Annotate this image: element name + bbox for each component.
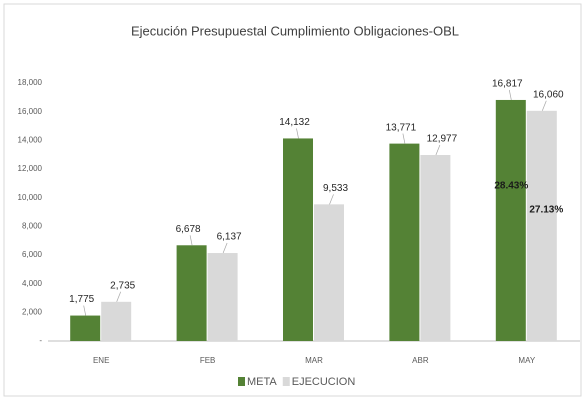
value-label: 6,137 (217, 232, 242, 243)
y-tick-label: 6,000 (22, 250, 43, 259)
bar (176, 245, 207, 341)
annotation: 28.43% (494, 181, 528, 192)
y-tick-label: 8,000 (22, 221, 43, 230)
value-label: 14,132 (279, 117, 310, 128)
leader-line (508, 89, 512, 101)
value-label: 9,533 (323, 183, 348, 194)
leader-line (83, 305, 87, 316)
y-tick-label: 14,000 (18, 135, 43, 144)
x-tick-label: MAR (305, 356, 323, 365)
y-tick-label: 12,000 (18, 164, 43, 173)
leader-line (402, 133, 406, 144)
leader-line (329, 194, 334, 205)
value-label: 16,060 (533, 89, 564, 100)
legend-swatch (282, 377, 290, 386)
chart-title: Ejecución Presupuestal Cumplimiento Obli… (131, 23, 459, 38)
value-label: 16,817 (492, 79, 523, 90)
y-tick-label: 2,000 (22, 307, 43, 316)
y-tick-label: 4,000 (22, 279, 43, 288)
y-tick-label: - (39, 336, 42, 345)
leader-line (116, 291, 122, 302)
value-label: 13,771 (386, 122, 417, 133)
value-label: 12,977 (427, 134, 458, 145)
bar (314, 204, 344, 341)
y-tick-label: 18,000 (18, 78, 43, 87)
value-label: 6,678 (176, 224, 201, 235)
leader-line (296, 128, 299, 139)
legend-label: EJECUCION (292, 376, 356, 388)
legend-swatch (238, 377, 245, 386)
x-tick-label: ABR (412, 356, 429, 365)
bar (70, 315, 101, 341)
bar (207, 253, 238, 341)
leader-line (435, 144, 441, 156)
bar (420, 154, 451, 341)
bar (101, 301, 132, 341)
leader-line (222, 242, 228, 254)
legend-label: META (247, 376, 277, 388)
value-label: 1,775 (69, 294, 94, 305)
y-tick-label: 16,000 (18, 107, 43, 116)
leader-line (189, 235, 193, 246)
x-tick-label: MAY (518, 356, 535, 365)
leader-line (541, 100, 547, 111)
annotation: 27.13% (529, 205, 563, 216)
value-label: 2,735 (110, 280, 135, 291)
y-tick-label: 10,000 (18, 193, 43, 202)
x-tick-label: FEB (200, 356, 216, 365)
bar (526, 110, 557, 341)
bar (389, 143, 420, 341)
bar (283, 138, 313, 341)
bar (495, 99, 526, 342)
x-tick-label: ENE (93, 356, 109, 365)
